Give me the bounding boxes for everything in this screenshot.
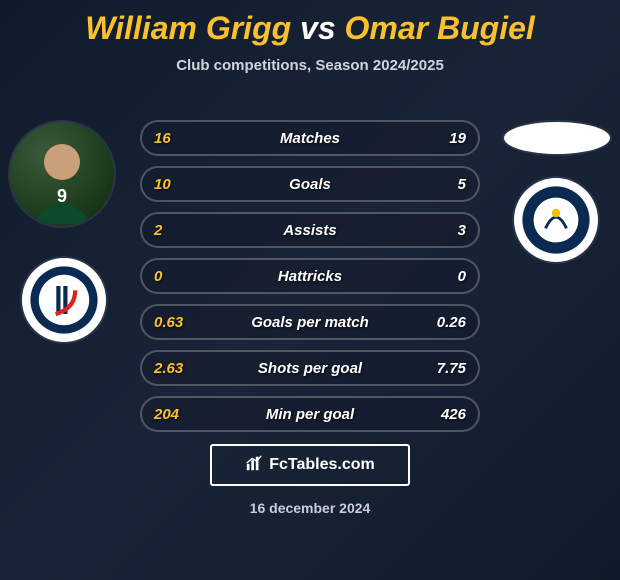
player2-avatar: [502, 120, 612, 156]
wimbledon-badge: [512, 176, 600, 264]
brand-text: FcTables.com: [269, 456, 375, 474]
chart-icon: [245, 454, 263, 477]
player2-name: Omar Bugiel: [345, 10, 535, 46]
stat-row-matches: 16 Matches 19: [140, 120, 480, 156]
stat-right-value: 5: [458, 176, 466, 193]
stat-row-mpg: 204 Min per goal 426: [140, 396, 480, 432]
player1-avatar: 9: [8, 120, 116, 228]
vs-text: vs: [300, 10, 336, 46]
stat-label: Matches: [142, 130, 478, 147]
stat-label: Shots per goal: [142, 360, 478, 377]
comparison-title: William Grigg vs Omar Bugiel: [0, 0, 620, 47]
stat-row-assists: 2 Assists 3: [140, 212, 480, 248]
stat-label: Hattricks: [142, 268, 478, 285]
stat-right-value: 0.26: [437, 314, 466, 331]
stat-left-value: 10: [154, 176, 171, 193]
stats-table: 16 Matches 19 10 Goals 5 2 Assists 3 0 H…: [140, 120, 480, 442]
stat-right-value: 426: [441, 406, 466, 423]
stat-label: Goals: [142, 176, 478, 193]
stat-right-value: 19: [449, 130, 466, 147]
chesterfield-badge: [20, 256, 108, 344]
stat-left-value: 16: [154, 130, 171, 147]
subtitle: Club competitions, Season 2024/2025: [0, 57, 620, 74]
stat-left-value: 204: [154, 406, 179, 423]
stat-row-hattricks: 0 Hattricks 0: [140, 258, 480, 294]
stat-left-value: 2: [154, 222, 162, 239]
stat-right-value: 0: [458, 268, 466, 285]
stat-label: Goals per match: [142, 314, 478, 331]
stat-label: Assists: [142, 222, 478, 239]
stat-label: Min per goal: [142, 406, 478, 423]
stat-right-value: 7.75: [437, 360, 466, 377]
stat-right-value: 3: [458, 222, 466, 239]
brand-box: FcTables.com: [210, 444, 410, 486]
stat-row-goals: 10 Goals 5: [140, 166, 480, 202]
stat-left-value: 2.63: [154, 360, 183, 377]
stat-row-gpm: 0.63 Goals per match 0.26: [140, 304, 480, 340]
svg-text:9: 9: [57, 186, 67, 206]
stat-left-value: 0.63: [154, 314, 183, 331]
player1-name: William Grigg: [85, 10, 291, 46]
footer-date: 16 december 2024: [250, 500, 371, 516]
stat-row-spg: 2.63 Shots per goal 7.75: [140, 350, 480, 386]
stat-left-value: 0: [154, 268, 162, 285]
